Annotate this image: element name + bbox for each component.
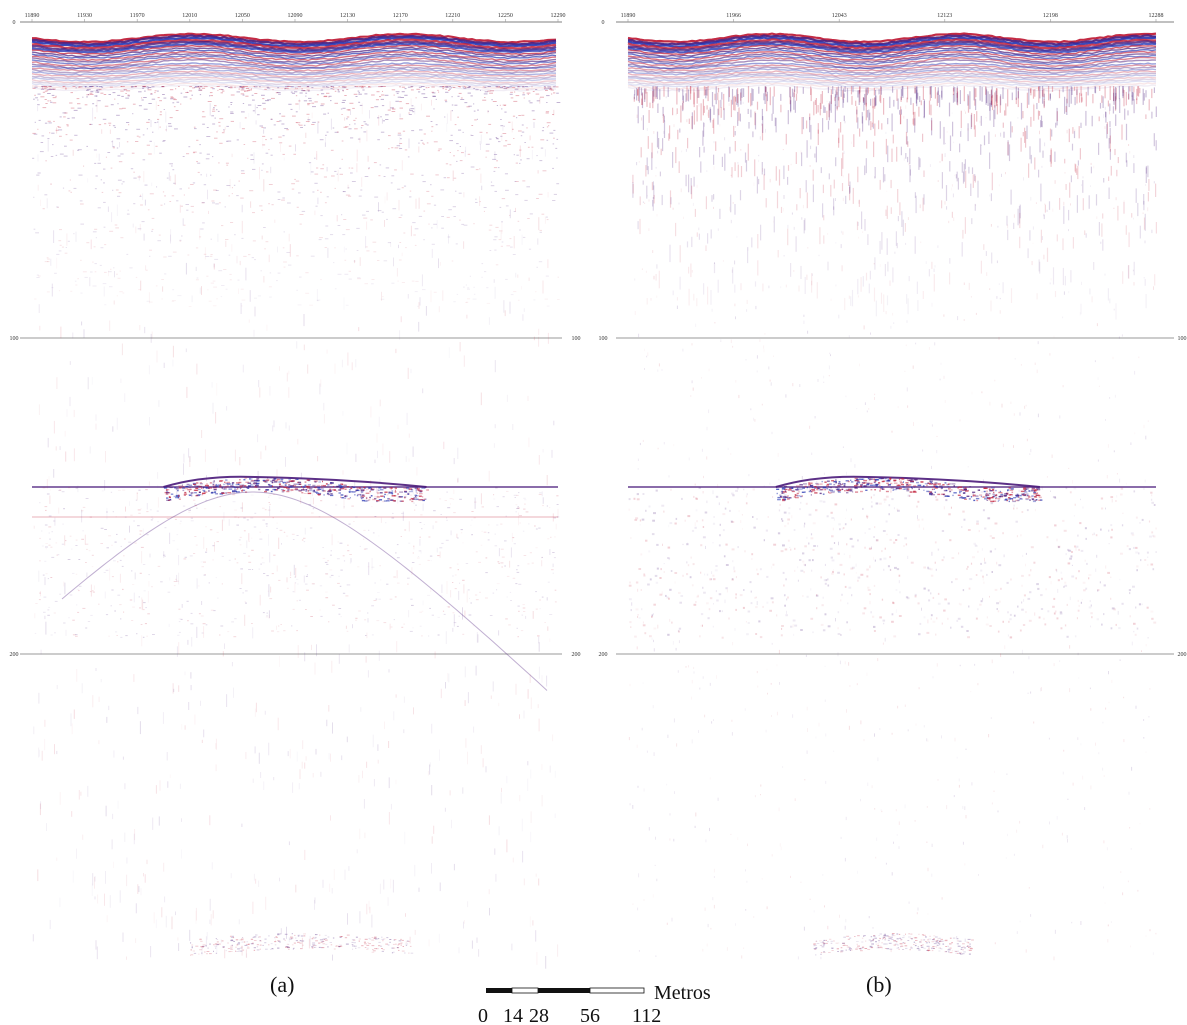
- depth-tick-label: 0: [602, 20, 605, 26]
- radargram-panel-a: 11890 11930 11970 12010 12050 12090 12130 12170…: [0, 0, 590, 1025]
- trace-tick-label: 11930: [77, 13, 92, 19]
- trace-tick-label: 12170: [393, 13, 408, 19]
- scale-bar: Metros 0 14 28 56 112: [478, 982, 711, 1025]
- scale-label: 112: [632, 1005, 661, 1025]
- scale-label: 28: [529, 1005, 549, 1025]
- radargram-a-canvas: 11890 11930 11970 12010 12050 12090 12130 12170…: [10, 13, 581, 969]
- depth-tick-label: 200: [1178, 652, 1187, 658]
- trace-tick-label: 12043: [832, 13, 847, 19]
- trace-tick-label: 12198: [1043, 13, 1058, 19]
- scale-segment: [511, 987, 539, 994]
- depth-tick-label: 100: [1178, 336, 1187, 342]
- trace-tick-label: 11890: [621, 13, 636, 19]
- radargram-image: [627, 32, 1157, 961]
- scale-label: 14: [503, 1005, 523, 1025]
- scale-segment: [538, 988, 590, 993]
- radargram-b-canvas: 11890 11966 12043 12123 12198 12288 0 100 100 200…: [599, 13, 1187, 961]
- trace-tick-label: 11970: [130, 13, 145, 19]
- trace-tick-label: 12123: [937, 13, 952, 19]
- depth-tick-label: 200: [572, 652, 581, 658]
- depth-tick-label: 200: [599, 652, 608, 658]
- trace-tick-label: 11966: [726, 13, 741, 19]
- depth-tick-label: 200: [10, 652, 19, 658]
- trace-tick-label: 11890: [25, 13, 40, 19]
- depth-tick-label: 100: [10, 336, 19, 342]
- radargram-panel-b: 11890 11966 12043 12123 12198 12288 0 100 100 200…: [596, 0, 1187, 1025]
- depth-tick-label: 100: [572, 336, 581, 342]
- trace-tick-label: 12010: [182, 13, 197, 19]
- trace-tick-label: 12050: [235, 13, 250, 19]
- trace-tick-label: 12290: [551, 13, 566, 19]
- caption-b: (b): [866, 972, 892, 997]
- trace-tick-label: 12130: [340, 13, 355, 19]
- depth-tick-label: 100: [599, 336, 608, 342]
- caption-a: (a): [270, 972, 295, 997]
- scale-segment: [486, 988, 512, 993]
- scale-segment: [589, 987, 645, 994]
- trace-tick-label: 12210: [445, 13, 460, 19]
- scale-label: 56: [580, 1005, 600, 1025]
- scale-unit: Metros: [654, 982, 711, 1004]
- trace-tick-label: 12250: [498, 13, 513, 19]
- scale-label: 0: [478, 1005, 488, 1025]
- trace-tick-label: 12288: [1149, 13, 1164, 19]
- depth-tick-label: 0: [13, 20, 16, 26]
- radargram-image: [31, 32, 561, 969]
- trace-tick-label: 12090: [288, 13, 303, 19]
